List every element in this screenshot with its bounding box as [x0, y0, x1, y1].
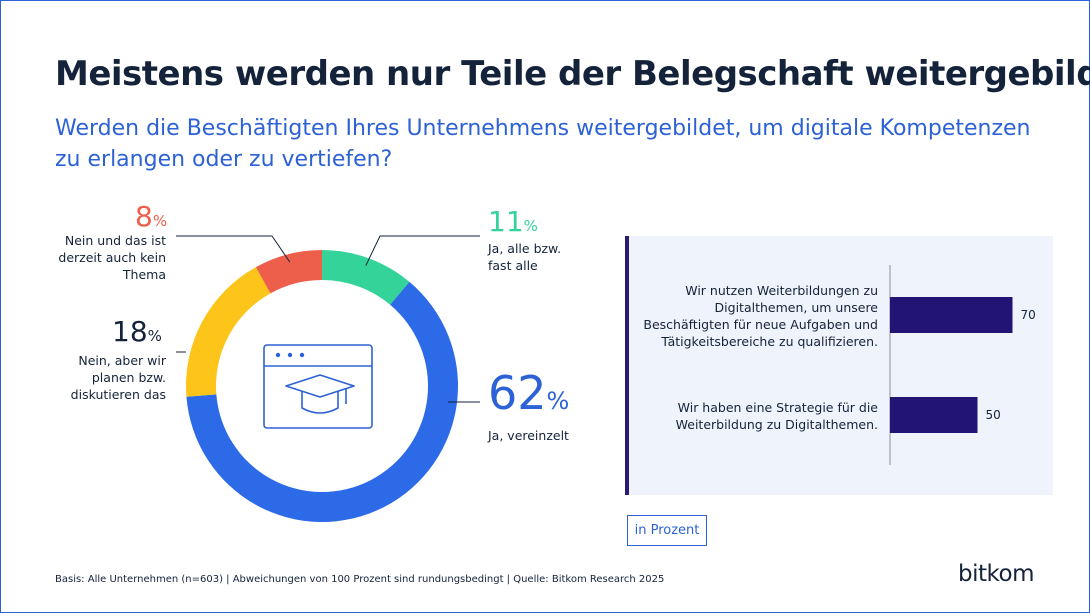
slice-value-62: 62%	[488, 366, 569, 420]
bar-chart-panel	[625, 236, 1053, 495]
percent-sign: %	[546, 387, 570, 415]
slice-value-number: 8	[135, 200, 153, 233]
chart-title: Meistens werden nur Teile der Belegschaf…	[55, 54, 1090, 94]
leader-line-alle	[365, 235, 480, 266]
slice-label-planen: Nein, aber wir planen bzw. diskutieren d…	[70, 353, 166, 402]
slice-value-number: 62	[488, 366, 547, 420]
slice-value-11: 11%	[488, 205, 538, 238]
slice-value-18: 18%	[112, 315, 162, 348]
bar-1	[890, 397, 978, 433]
source-note: Basis: Alle Unternehmen (n=603) | Abweic…	[55, 574, 665, 585]
chart-subtitle: Werden die Beschäftigten Ihres Unternehm…	[55, 116, 1031, 172]
percent-sign: %	[147, 327, 162, 345]
slice-label-vereinzelt: Ja, vereinzelt	[488, 428, 569, 443]
bar-label-strategie: Wir haben eine Strategie für die Weiterb…	[675, 400, 878, 432]
slice-value-number: 11	[488, 205, 524, 238]
donut-slice-0	[322, 250, 410, 305]
bar-value-label: 50	[986, 408, 1001, 422]
bar-value-label: 70	[1021, 308, 1036, 322]
donut-slice-3	[255, 250, 322, 294]
percent-sign: %	[152, 212, 168, 230]
percent-sign: %	[523, 217, 538, 235]
unit-label: in Prozent	[627, 515, 707, 546]
bar-label-qualifizieren: Wir nutzen Weiterbildungen zu Digitalthe…	[643, 283, 878, 349]
donut-slice-1	[186, 281, 459, 523]
slice-value-number: 18	[112, 315, 148, 348]
donut-slices	[186, 250, 459, 523]
online-learning-graduation-cap-icon	[263, 344, 373, 429]
slice-label-kein-thema: Nein und das ist derzeit auch kein Thema	[58, 233, 166, 282]
leader-line-kein-thema	[176, 235, 291, 263]
donut-slice-2	[186, 267, 271, 397]
bitkom-logo: bitkom	[958, 561, 1034, 587]
bar-0	[890, 297, 1013, 333]
bar-marks: 70 50	[890, 297, 1036, 433]
slice-value-8: 8%	[135, 200, 167, 233]
panel-accent-bar	[625, 236, 629, 495]
slice-label-alle: Ja, alle bzw. fast alle	[488, 241, 562, 273]
leader-lines	[176, 235, 480, 403]
